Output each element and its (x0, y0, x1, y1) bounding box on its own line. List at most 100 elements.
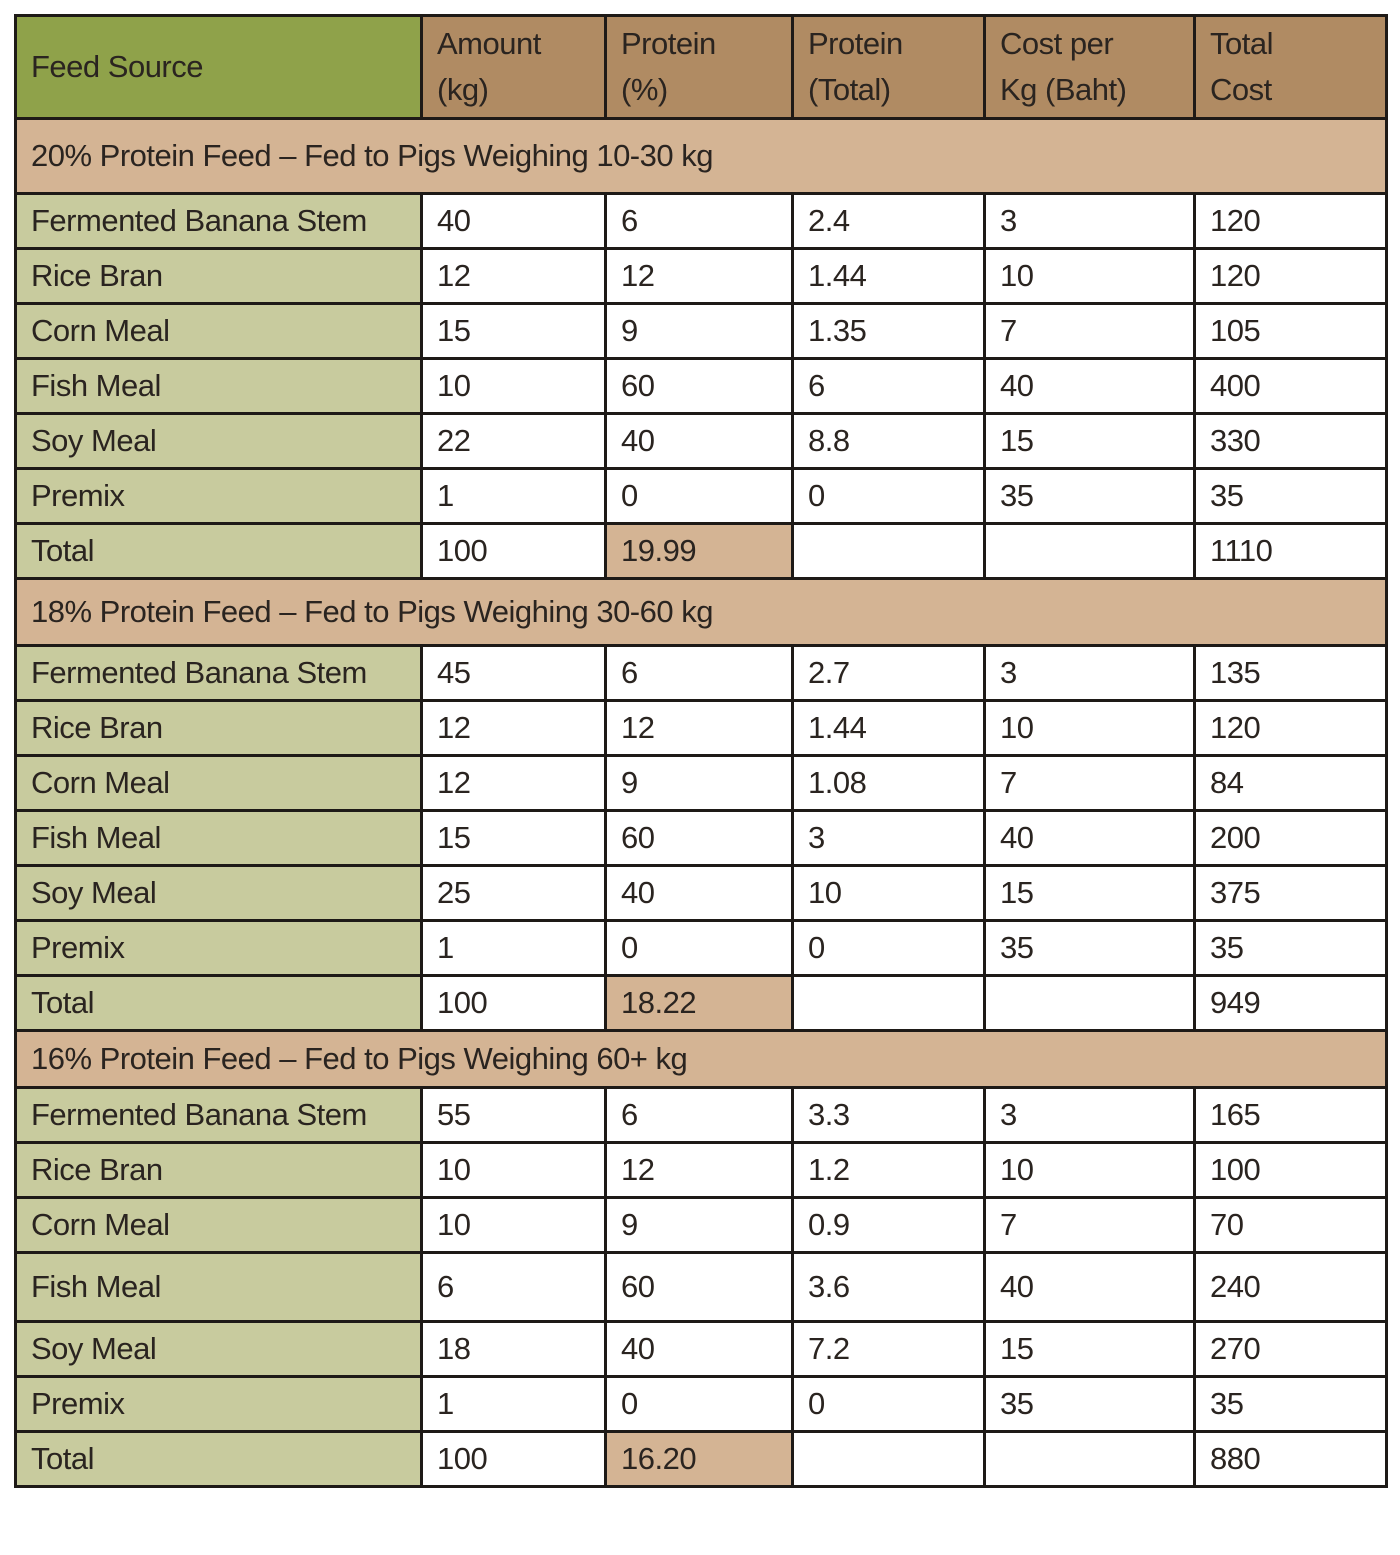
cell-cost-per-kg: 10 (983, 1141, 1196, 1199)
cell-protein-percent: 6 (604, 192, 794, 250)
total-row: Total 100 16.20 880 (14, 1430, 1388, 1488)
cell-amount: 10 (420, 1196, 607, 1254)
total-row: Total 100 18.22 949 (14, 974, 1388, 1032)
cell-protein-total: 1.35 (791, 302, 986, 360)
table-row: Premix 1 0 0 35 35 (14, 1375, 1388, 1433)
cell-protein-percent: 12 (604, 699, 794, 757)
table-row: Corn Meal 10 9 0.9 7 70 (14, 1196, 1388, 1254)
cell-protein-total: 2.7 (791, 644, 986, 702)
cell-protein-total: 0.9 (791, 1196, 986, 1254)
cell-protein-percent: 9 (604, 302, 794, 360)
cell-cost-per-kg: 40 (983, 357, 1196, 415)
cell-cost-per-kg: 10 (983, 247, 1196, 305)
cell-cost-per-kg: 7 (983, 754, 1196, 812)
cell-protein-percent: 0 (604, 1375, 794, 1433)
table-row: Fish Meal 10 60 6 40 400 (14, 357, 1388, 415)
cell-protein-percent: 40 (604, 1320, 794, 1378)
cell-cost-per-kg: 10 (983, 699, 1196, 757)
cell-protein-total: 3 (791, 809, 986, 867)
header-feed-source: Feed Source (14, 14, 423, 120)
cell-cost-per-kg: 15 (983, 1320, 1196, 1378)
cell-feed-source: Soy Meal (14, 1320, 423, 1378)
cell-feed-source: Total (14, 1430, 423, 1488)
cell-cost-per-kg: 40 (983, 809, 1196, 867)
header-protein-percent: Protein (%) (604, 14, 794, 120)
cell-amount: 12 (420, 247, 607, 305)
cell-protein-total (791, 974, 986, 1032)
cell-feed-source: Corn Meal (14, 754, 423, 812)
section-band: 20% Protein Feed – Fed to Pigs Weighing … (14, 117, 1388, 195)
cell-protein-percent: 40 (604, 864, 794, 922)
header-row: Feed Source Amount (kg) Protein (%) Protei… (14, 14, 1388, 120)
table-row: Rice Bran 12 12 1.44 10 120 (14, 247, 1388, 305)
table-row: Fermented Banana Stem 55 6 3.3 3 165 (14, 1086, 1388, 1144)
cell-cost-per-kg: 3 (983, 644, 1196, 702)
cell-protein-total (791, 522, 986, 580)
cell-amount: 1 (420, 467, 607, 525)
cell-protein-total: 1.08 (791, 754, 986, 812)
cell-protein-percent: 16.20 (604, 1430, 794, 1488)
cell-total-cost: 949 (1193, 974, 1388, 1032)
cell-total-cost: 135 (1193, 644, 1388, 702)
table-row: Fermented Banana Stem 40 6 2.4 3 120 (14, 192, 1388, 250)
cell-amount: 25 (420, 864, 607, 922)
cell-feed-source: Soy Meal (14, 412, 423, 470)
header-total-cost: Total Cost (1193, 14, 1388, 120)
cell-protein-percent: 40 (604, 412, 794, 470)
cell-total-cost: 70 (1193, 1196, 1388, 1254)
section-title: 18% Protein Feed – Fed to Pigs Weighing … (14, 577, 1388, 647)
header-protein-total: Protein (Total) (791, 14, 986, 120)
cell-total-cost: 1110 (1193, 522, 1388, 580)
total-row: Total 100 19.99 1110 (14, 522, 1388, 580)
cell-protein-percent: 9 (604, 754, 794, 812)
cell-feed-source: Fish Meal (14, 357, 423, 415)
cell-total-cost: 200 (1193, 809, 1388, 867)
table-row: Rice Bran 12 12 1.44 10 120 (14, 699, 1388, 757)
cell-protein-total: 1.2 (791, 1141, 986, 1199)
cell-protein-total: 6 (791, 357, 986, 415)
cell-total-cost: 84 (1193, 754, 1388, 812)
cell-protein-total: 1.44 (791, 247, 986, 305)
cell-total-cost: 330 (1193, 412, 1388, 470)
cell-amount: 1 (420, 1375, 607, 1433)
cell-amount: 100 (420, 974, 607, 1032)
cell-total-cost: 105 (1193, 302, 1388, 360)
cell-cost-per-kg (983, 1430, 1196, 1488)
cell-feed-source: Total (14, 974, 423, 1032)
header-cost-per-kg: Cost per Kg (Baht) (983, 14, 1196, 120)
cell-protein-percent: 9 (604, 1196, 794, 1254)
cell-cost-per-kg: 35 (983, 1375, 1196, 1433)
cell-total-cost: 400 (1193, 357, 1388, 415)
header-amount: Amount (kg) (420, 14, 607, 120)
cell-cost-per-kg (983, 974, 1196, 1032)
cell-protein-total: 7.2 (791, 1320, 986, 1378)
cell-total-cost: 120 (1193, 247, 1388, 305)
cell-amount: 22 (420, 412, 607, 470)
cell-cost-per-kg: 40 (983, 1251, 1196, 1323)
cell-amount: 55 (420, 1086, 607, 1144)
section-band: 18% Protein Feed – Fed to Pigs Weighing … (14, 577, 1388, 647)
cell-cost-per-kg: 35 (983, 919, 1196, 977)
cell-protein-total: 0 (791, 919, 986, 977)
cell-feed-source: Premix (14, 1375, 423, 1433)
cell-feed-source: Rice Bran (14, 247, 423, 305)
cell-total-cost: 165 (1193, 1086, 1388, 1144)
cell-total-cost: 35 (1193, 919, 1388, 977)
cell-protein-total: 3.6 (791, 1251, 986, 1323)
table-row: Corn Meal 15 9 1.35 7 105 (14, 302, 1388, 360)
cell-total-cost: 270 (1193, 1320, 1388, 1378)
cell-protein-total: 0 (791, 467, 986, 525)
cell-amount: 6 (420, 1251, 607, 1323)
cell-protein-total: 0 (791, 1375, 986, 1433)
cell-amount: 10 (420, 1141, 607, 1199)
cell-total-cost: 100 (1193, 1141, 1388, 1199)
cell-feed-source: Fermented Banana Stem (14, 644, 423, 702)
cell-total-cost: 375 (1193, 864, 1388, 922)
table-row: Corn Meal 12 9 1.08 7 84 (14, 754, 1388, 812)
cell-amount: 12 (420, 754, 607, 812)
table-row: Fish Meal 15 60 3 40 200 (14, 809, 1388, 867)
cell-total-cost: 880 (1193, 1430, 1388, 1488)
cell-cost-per-kg: 35 (983, 467, 1196, 525)
table-row: Premix 1 0 0 35 35 (14, 467, 1388, 525)
cell-feed-source: Rice Bran (14, 699, 423, 757)
